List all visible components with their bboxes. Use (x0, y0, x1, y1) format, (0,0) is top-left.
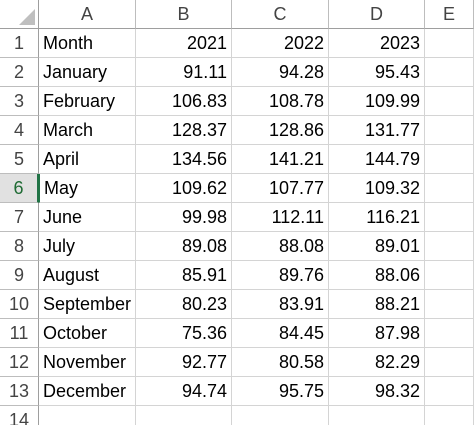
cell-b7[interactable]: 99.98 (136, 203, 232, 232)
cell-d6[interactable]: 109.32 (329, 174, 425, 203)
cell-d4[interactable]: 131.77 (329, 116, 425, 145)
cell-c7[interactable]: 112.11 (232, 203, 329, 232)
cell-c14[interactable] (232, 406, 329, 425)
row-header-4[interactable]: 4 (0, 116, 39, 145)
cell-b11[interactable]: 75.36 (136, 319, 232, 348)
cell-e5[interactable] (425, 145, 474, 174)
row-header-7[interactable]: 7 (0, 203, 39, 232)
cell-e11[interactable] (425, 319, 474, 348)
cell-c9[interactable]: 89.76 (232, 261, 329, 290)
row-header-3[interactable]: 3 (0, 87, 39, 116)
row-header-10[interactable]: 10 (0, 290, 39, 319)
cell-a10[interactable]: September (39, 290, 136, 319)
cell-b2[interactable]: 91.11 (136, 58, 232, 87)
cell-c4[interactable]: 128.86 (232, 116, 329, 145)
cell-a13[interactable]: December (39, 377, 136, 406)
cell-d1[interactable]: 2023 (329, 29, 425, 58)
cell-b10[interactable]: 80.23 (136, 290, 232, 319)
cell-b1[interactable]: 2021 (136, 29, 232, 58)
cell-c1[interactable]: 2022 (232, 29, 329, 58)
cell-e3[interactable] (425, 87, 474, 116)
cell-c8[interactable]: 88.08 (232, 232, 329, 261)
cell-d9[interactable]: 88.06 (329, 261, 425, 290)
cell-e12[interactable] (425, 348, 474, 377)
cell-b13[interactable]: 94.74 (136, 377, 232, 406)
cell-b3[interactable]: 106.83 (136, 87, 232, 116)
cell-c10[interactable]: 83.91 (232, 290, 329, 319)
cell-c13[interactable]: 95.75 (232, 377, 329, 406)
cell-a11[interactable]: October (39, 319, 136, 348)
cell-d13[interactable]: 98.32 (329, 377, 425, 406)
cell-e2[interactable] (425, 58, 474, 87)
column-header-d[interactable]: D (329, 0, 425, 29)
cell-d3[interactable]: 109.99 (329, 87, 425, 116)
cell-e14[interactable] (425, 406, 474, 425)
cell-c5[interactable]: 141.21 (232, 145, 329, 174)
cell-b6[interactable]: 109.62 (136, 174, 232, 203)
cell-e13[interactable] (425, 377, 474, 406)
cell-b9[interactable]: 85.91 (136, 261, 232, 290)
row-header-6[interactable]: 6 (0, 174, 39, 203)
column-header-e[interactable]: E (425, 0, 474, 29)
cell-c3[interactable]: 108.78 (232, 87, 329, 116)
cell-a5[interactable]: April (39, 145, 136, 174)
cell-d10[interactable]: 88.21 (329, 290, 425, 319)
cell-b8[interactable]: 89.08 (136, 232, 232, 261)
column-header-b[interactable]: B (136, 0, 232, 29)
cell-a6[interactable]: May (39, 174, 136, 203)
column-header-c[interactable]: C (232, 0, 329, 29)
select-all-triangle-icon[interactable] (19, 9, 35, 25)
cell-c2[interactable]: 94.28 (232, 58, 329, 87)
cell-e7[interactable] (425, 203, 474, 232)
cell-d7[interactable]: 116.21 (329, 203, 425, 232)
cell-e10[interactable] (425, 290, 474, 319)
cell-c11[interactable]: 84.45 (232, 319, 329, 348)
cell-d14[interactable] (329, 406, 425, 425)
cell-c6[interactable]: 107.77 (232, 174, 329, 203)
cell-e6[interactable] (425, 174, 474, 203)
column-header-a[interactable]: A (39, 0, 136, 29)
row-header-13[interactable]: 13 (0, 377, 39, 406)
cell-e1[interactable] (425, 29, 474, 58)
cell-a8[interactable]: July (39, 232, 136, 261)
cell-a4[interactable]: March (39, 116, 136, 145)
cell-e4[interactable] (425, 116, 474, 145)
cell-d12[interactable]: 82.29 (329, 348, 425, 377)
cell-a2[interactable]: January (39, 58, 136, 87)
cell-b12[interactable]: 92.77 (136, 348, 232, 377)
cell-c12[interactable]: 80.58 (232, 348, 329, 377)
cell-d5[interactable]: 144.79 (329, 145, 425, 174)
row-header-1[interactable]: 1 (0, 29, 39, 58)
cell-e8[interactable] (425, 232, 474, 261)
row-header-14[interactable]: 14 (0, 406, 39, 425)
row-header-5[interactable]: 5 (0, 145, 39, 174)
cell-b5[interactable]: 134.56 (136, 145, 232, 174)
select-all-corner[interactable] (0, 0, 39, 29)
cell-a14[interactable] (39, 406, 136, 425)
cell-a12[interactable]: November (39, 348, 136, 377)
cell-b14[interactable] (136, 406, 232, 425)
cell-b4[interactable]: 128.37 (136, 116, 232, 145)
row-header-12[interactable]: 12 (0, 348, 39, 377)
cell-d8[interactable]: 89.01 (329, 232, 425, 261)
cell-a9[interactable]: August (39, 261, 136, 290)
cell-a7[interactable]: June (39, 203, 136, 232)
row-header-9[interactable]: 9 (0, 261, 39, 290)
cell-d2[interactable]: 95.43 (329, 58, 425, 87)
cell-d11[interactable]: 87.98 (329, 319, 425, 348)
row-header-11[interactable]: 11 (0, 319, 39, 348)
cell-a1[interactable]: Month (39, 29, 136, 58)
row-header-2[interactable]: 2 (0, 58, 39, 87)
row-header-8[interactable]: 8 (0, 232, 39, 261)
cell-a3[interactable]: February (39, 87, 136, 116)
cell-e9[interactable] (425, 261, 474, 290)
